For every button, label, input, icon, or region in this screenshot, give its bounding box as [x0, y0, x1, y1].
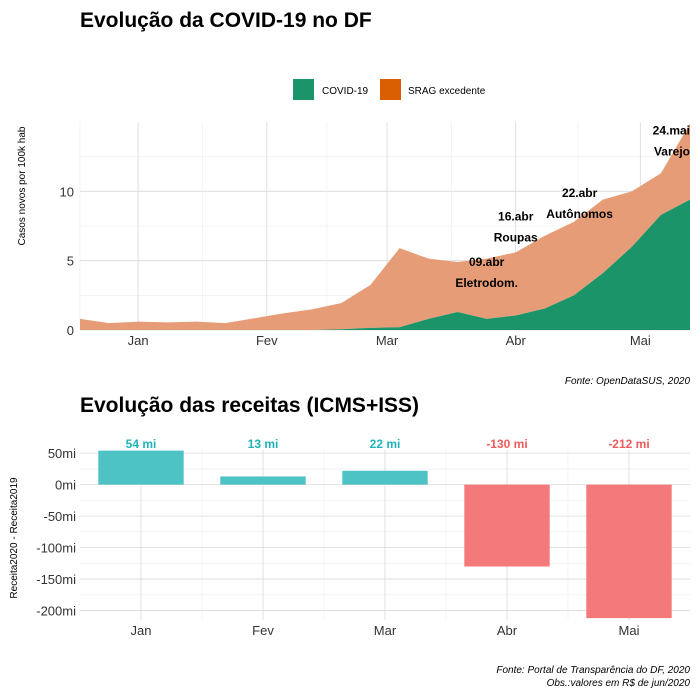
- covid-y-tick: 5: [67, 254, 74, 269]
- revenue-bar-fev: [220, 476, 306, 485]
- covid-y-axis-title: Casos novos por 100k hab: [17, 126, 28, 245]
- covid-annotations: 09.abr Eletrodom. 16.abr Roupas 22.abr Autôno…: [455, 123, 690, 290]
- covid-x-tick: Abr: [506, 333, 527, 348]
- revenue-y-axis-title: Receita2020 - Receita2019: [9, 477, 20, 599]
- covid-annotation: Varejo: [654, 144, 690, 158]
- covid-annotation: Autônomos: [546, 207, 613, 221]
- covid-annotation: 22.abr: [562, 186, 598, 200]
- revenue-x-tick: Mai: [619, 623, 640, 638]
- covid-source: Fonte: OpenDataSUS, 2020: [565, 376, 691, 387]
- covid-annotation: 24.mai: [653, 123, 690, 137]
- revenue-bar-abr: [464, 484, 550, 567]
- revenue-x-tick: Mar: [374, 623, 397, 638]
- revenue-source-line-1: Fonte: Portal de Transparência do DF, 20…: [496, 665, 690, 676]
- covid-legend: COVID-19 SRAG excedente: [293, 79, 486, 100]
- covid-y-tick: 10: [60, 184, 74, 199]
- revenue-y-tick: -200mi: [36, 604, 76, 619]
- covid-x-tick: Fev: [256, 333, 278, 348]
- revenue-source-line-2: Obs.:valores em R$ de jun/2020: [547, 678, 691, 689]
- area-covid-19: [80, 199, 690, 330]
- revenue-value-label: 13 mi: [248, 437, 279, 451]
- covid-annotation: Roupas: [494, 230, 538, 244]
- revenue-value-label: -130 mi: [486, 437, 527, 451]
- revenue-value-label: 22 mi: [370, 437, 401, 451]
- covid-chart-title: Evolução da COVID-19 no DF: [80, 9, 372, 32]
- covid-x-tick: Jan: [128, 333, 149, 348]
- covid-annotation: 09.abr: [469, 255, 505, 269]
- legend-label-srag: SRAG excedente: [408, 86, 486, 97]
- revenue-x-tick: Jan: [131, 623, 152, 638]
- covid-areas: [80, 123, 690, 331]
- covid-x-tick: Mai: [630, 333, 651, 348]
- covid-annotation: 16.abr: [498, 209, 534, 223]
- revenue-y-tick: -100mi: [36, 541, 76, 556]
- covid-x-tick: Mar: [376, 333, 399, 348]
- revenue-y-tick: 50mi: [48, 446, 76, 461]
- revenue-value-labels: 54 mi 13 mi 22 mi -130 mi -212 mi: [126, 437, 650, 451]
- revenue-ticks: 50mi 0mi -50mi -100mi -150mi -200mi Jan Fev Mar A…: [36, 446, 639, 638]
- covid-ticks: 0 5 10 Jan Fev Mar Abr Mai: [60, 184, 651, 348]
- revenue-y-tick: -150mi: [36, 572, 76, 587]
- revenue-chart: Evolução das receitas (ICMS+ISS) Receita…: [9, 394, 690, 689]
- revenue-x-tick: Fev: [252, 623, 274, 638]
- legend-label-covid: COVID-19: [322, 86, 369, 97]
- revenue-bar-mai: [586, 484, 672, 619]
- covid-y-tick: 0: [67, 323, 74, 338]
- revenue-value-label: -212 mi: [608, 437, 649, 451]
- revenue-y-tick: 0mi: [55, 478, 76, 493]
- revenue-bars: [98, 450, 672, 619]
- revenue-bar-mar: [342, 470, 428, 485]
- covid-annotation: Eletrodom.: [455, 276, 518, 290]
- covid-chart: Evolução da COVID-19 no DF COVID-19 SRAG…: [17, 9, 690, 387]
- revenue-x-tick: Abr: [497, 623, 518, 638]
- revenue-y-tick: -50mi: [43, 509, 76, 524]
- revenue-chart-title: Evolução das receitas (ICMS+ISS): [80, 394, 419, 417]
- revenue-bar-jan: [98, 450, 184, 485]
- legend-swatch-covid: [293, 79, 314, 100]
- area-srag-excedente: [80, 123, 690, 331]
- revenue-value-label: 54 mi: [126, 437, 157, 451]
- legend-swatch-srag: [380, 79, 401, 100]
